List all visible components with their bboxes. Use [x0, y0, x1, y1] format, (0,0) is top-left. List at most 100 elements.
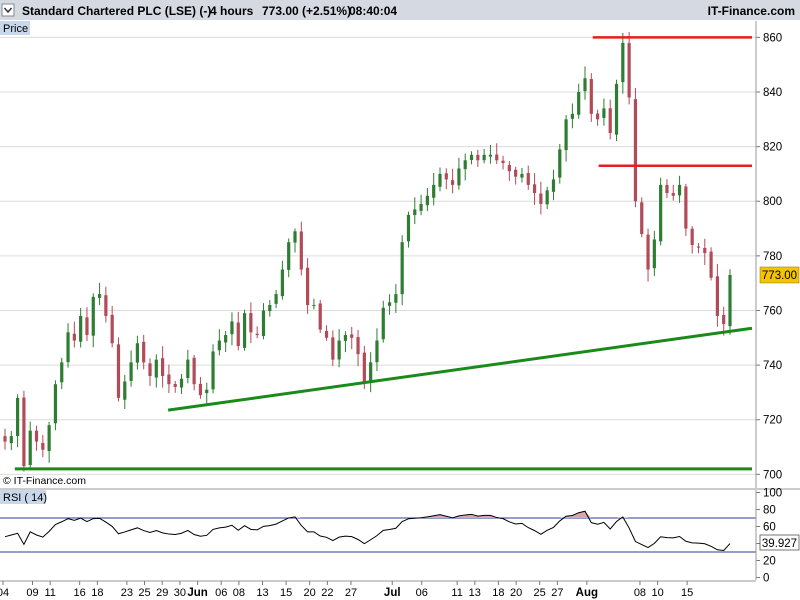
candle-body	[715, 276, 719, 316]
candle-body	[677, 184, 682, 196]
candle-body	[268, 305, 272, 312]
x-tick-label: 23	[121, 587, 133, 599]
trend-lines[interactable]	[14, 36, 753, 471]
x-tick-label: 18	[492, 587, 504, 599]
candle-body	[406, 214, 411, 242]
rsi-level-lines	[0, 517, 756, 553]
price-axis-ticks: 700 720 740 760 780 800 820 840 860	[756, 32, 782, 481]
support-line[interactable]	[167, 326, 753, 412]
candle-body	[3, 436, 7, 442]
rsi-tick-label: 80	[763, 505, 776, 517]
candle-body	[469, 154, 474, 161]
candle-body	[293, 231, 297, 243]
candle-body	[394, 294, 398, 303]
candle-body	[419, 203, 423, 211]
x-tick-label: Aug	[576, 587, 598, 599]
candle-body	[22, 397, 26, 467]
candle-body	[110, 314, 114, 344]
header-time: 08:40:04	[349, 4, 397, 18]
x-tick-label: 09	[26, 587, 38, 599]
rsi-tick-label: 20	[763, 555, 776, 567]
candle-body	[438, 173, 442, 187]
rsi-panel: 020406080100 RSI ( 14) 39.927	[0, 488, 800, 584]
rsi-panel-label: RSI ( 14)	[3, 492, 47, 504]
current-price-badge: 773.00	[759, 266, 800, 284]
x-tick-label: 27	[551, 587, 563, 599]
candle-body	[488, 154, 493, 157]
candle-body	[577, 92, 581, 115]
candle-body	[343, 335, 348, 341]
price-panel-tag: Price	[0, 21, 30, 35]
candle-body	[583, 78, 587, 92]
price-tick-label: 780	[763, 251, 782, 263]
candle-body	[387, 302, 392, 306]
x-tick-label: 18	[91, 587, 103, 599]
candle-body	[350, 334, 354, 338]
candle-body	[79, 315, 83, 342]
candle-body	[640, 202, 644, 235]
rsi-tick-label: 0	[763, 572, 769, 584]
current-price-badge-bg	[759, 266, 800, 284]
candle-body	[135, 343, 139, 363]
candle-body	[91, 296, 95, 336]
candle-body	[696, 246, 701, 248]
current-price-label: 773.00	[762, 270, 797, 282]
candle-body	[621, 42, 625, 83]
header-timeframe: 4 hours	[210, 4, 254, 18]
candle-body	[589, 79, 593, 114]
candle-body	[375, 340, 379, 363]
candle-body	[539, 193, 543, 204]
price-gridlines	[0, 36, 756, 475]
candle-body	[179, 378, 184, 388]
candle-body	[312, 305, 316, 307]
candle-body	[186, 359, 190, 378]
candle-body	[602, 108, 606, 118]
price-tick-label: 700	[763, 469, 782, 481]
rsi-zone-fills	[5, 511, 730, 519]
candle-body	[362, 352, 366, 382]
chevron-down-icon[interactable]	[1, 3, 15, 17]
candle-body	[205, 389, 209, 394]
candle-body	[425, 195, 429, 206]
candle-body	[217, 340, 221, 351]
candle-body	[432, 184, 436, 198]
price-tick-label: 720	[763, 415, 782, 427]
x-tick-label: 04	[0, 587, 9, 599]
rsi-tag-background	[0, 490, 46, 504]
candle-body	[495, 154, 499, 161]
candle-body	[116, 344, 121, 398]
candle-body	[123, 381, 127, 400]
candle-body	[400, 242, 404, 295]
candle-body	[242, 313, 247, 348]
candle-body	[280, 269, 284, 297]
current-rsi-badge-bg	[759, 534, 800, 551]
x-tick-label: 15	[681, 587, 693, 599]
price-panel-label: Price	[3, 23, 28, 35]
price-tick-label: 740	[763, 360, 782, 372]
candle-body	[66, 332, 70, 363]
candle-body	[652, 239, 656, 269]
header-quote: 773.00 (+2.51%)	[262, 4, 351, 18]
x-tick-label: 08	[233, 587, 245, 599]
price-panel: 700 720 740 760 780 800 820 840 860 Price 773.00…	[0, 21, 800, 488]
current-rsi-label: 39.927	[762, 538, 797, 550]
candle-body	[167, 374, 171, 385]
candle-body	[482, 154, 486, 161]
price-tick-label: 820	[763, 142, 782, 154]
candle-body	[646, 234, 650, 270]
candle-body	[154, 359, 158, 378]
x-tick-label: 22	[321, 587, 333, 599]
x-tick-label: 25	[138, 587, 150, 599]
header-title: Standard Chartered PLC (LSE) (-)	[22, 4, 211, 18]
candle-body	[60, 362, 64, 383]
x-tick-label: 25	[534, 587, 546, 599]
x-tick-label: 29	[156, 587, 168, 599]
candle-body	[9, 436, 13, 444]
price-tag-background	[0, 21, 30, 35]
candle-body	[306, 267, 310, 306]
x-tick-label: 30	[174, 587, 186, 599]
x-tick-label: 10	[652, 587, 664, 599]
